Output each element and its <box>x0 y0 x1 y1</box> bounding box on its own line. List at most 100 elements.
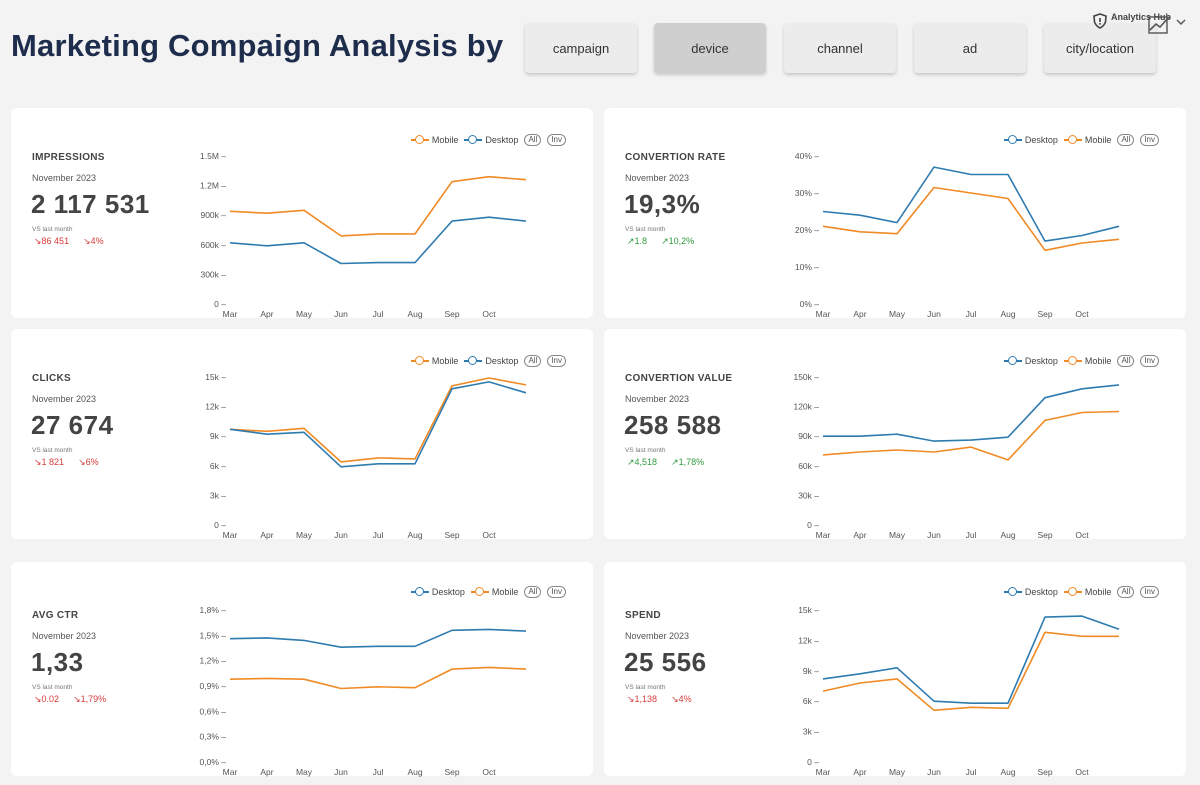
x-tick-label: Jul <box>373 767 384 777</box>
tab-ad[interactable]: ad <box>914 23 1026 73</box>
x-tick-label: Sep <box>1037 767 1052 777</box>
kpi-period: November 2023 <box>625 631 690 641</box>
y-tick-label: 0 – <box>214 299 226 309</box>
legend-item-mobile[interactable]: Mobile <box>1063 135 1111 145</box>
legend-item-mobile[interactable]: Mobile <box>410 356 458 366</box>
legend-item-mobile[interactable]: Mobile <box>1063 356 1112 366</box>
kpi-card-convertion-rate: CONVERTION RATE November 2023 19,3% VS last… <box>604 108 1186 319</box>
legend-marker-icon <box>470 587 489 597</box>
kpi-value: 27 674 <box>31 410 114 440</box>
series-line-desktop <box>822 615 1120 704</box>
y-tick-label: 6k – <box>803 696 819 706</box>
delta-down: ↘1,79% <box>73 694 107 704</box>
x-tick-label: Sep <box>444 309 459 319</box>
x-tick-label: Sep <box>1037 530 1052 540</box>
chevron-down-icon[interactable] <box>1176 18 1186 26</box>
legend-marker-icon <box>1003 356 1022 366</box>
legend-toggle-inv[interactable]: Inv <box>1140 355 1159 367</box>
kpi-period: November 2023 <box>32 173 97 183</box>
legend-label: Mobile <box>1084 356 1112 366</box>
legend-item-desktop[interactable]: Desktop <box>410 587 465 597</box>
kpi-card-clicks: CLICKS November 2023 27 674 VS last month ↘1… <box>11 329 593 540</box>
legend-toggle-all[interactable]: All <box>1117 355 1135 367</box>
y-tick-label: 15k – <box>798 605 819 615</box>
x-tick-label: Jul <box>966 767 977 777</box>
kpi-value: 1,33 <box>31 647 84 677</box>
series-line-mobile <box>229 175 527 237</box>
kpi-period: November 2023 <box>32 394 97 404</box>
y-tick-label: 12k – <box>798 635 819 645</box>
legend-item-desktop[interactable]: Desktop <box>1003 356 1058 366</box>
legend-marker-icon <box>464 135 483 145</box>
chart-legend: Desktop Mobile All Inv <box>1003 586 1159 598</box>
legend-label: Desktop <box>1024 356 1058 366</box>
tab-city-location[interactable]: city/location <box>1044 23 1156 73</box>
x-tick-label: Jun <box>334 767 348 777</box>
legend-label: Mobile <box>1084 587 1112 597</box>
kpi-deltas: ↘0.02 ↘1,79% <box>34 694 106 705</box>
line-chart-convertion-rate: 0% – 10% – 20% – 30% – 40% – Mar Apr May Jun Jul A… <box>795 151 1120 319</box>
legend-toggle-all[interactable]: All <box>524 355 542 367</box>
y-tick-label: 15k – <box>205 372 226 382</box>
x-tick-label: Oct <box>482 767 496 777</box>
x-tick-label: May <box>889 767 906 777</box>
legend-item-desktop[interactable]: Desktop <box>1003 587 1058 597</box>
kpi-title: CONVERTION RATE <box>625 152 726 163</box>
legend-marker-icon <box>1063 587 1082 597</box>
legend-marker-icon <box>410 587 429 597</box>
legend-toggle-inv[interactable]: Inv <box>547 355 566 367</box>
legend-toggle-all[interactable]: All <box>524 586 542 598</box>
legend-toggle-all[interactable]: All <box>524 134 542 146</box>
kpi-card-spend: SPEND November 2023 25 556 VS last month ↘1,… <box>604 562 1186 777</box>
kpi-deltas: ↗1.8 ↗10,2% <box>627 236 694 247</box>
legend-toggle-inv[interactable]: Inv <box>547 134 566 146</box>
kpi-period: November 2023 <box>625 173 690 183</box>
tab-device[interactable]: device <box>654 23 766 73</box>
kpi-vs-label: VS last month <box>32 226 73 233</box>
x-tick-label: Jul <box>373 309 384 319</box>
x-tick-label: Jun <box>927 309 941 319</box>
delta-down: ↘86 451 <box>34 236 70 246</box>
legend-item-mobile[interactable]: Mobile <box>470 587 518 597</box>
legend-item-mobile[interactable]: Mobile <box>1063 587 1112 597</box>
legend-marker-icon <box>1063 356 1082 366</box>
legend-label: Desktop <box>1024 135 1058 145</box>
legend-toggle-all[interactable]: All <box>1117 134 1135 146</box>
chart-legend: Desktop Mobile All Inv <box>1003 134 1159 146</box>
kpi-value: 258 588 <box>624 410 722 440</box>
delta-up: ↗1,78% <box>671 457 705 467</box>
kpi-deltas: ↗4,518 ↗1,78% <box>627 457 704 468</box>
y-tick-label: 40% – <box>795 151 819 161</box>
delta-down: ↘1 821 <box>34 457 65 467</box>
y-tick-label: 60k – <box>798 461 819 471</box>
legend-toggle-inv[interactable]: Inv <box>1140 586 1159 598</box>
y-tick-label: 300k – <box>200 269 226 279</box>
tab-campaign[interactable]: campaign <box>525 23 637 73</box>
legend-item-desktop[interactable]: Desktop <box>1003 135 1058 145</box>
y-tick-label: 30% – <box>795 188 819 198</box>
y-tick-label: 0 – <box>807 520 819 530</box>
legend-toggle-inv[interactable]: Inv <box>1140 134 1159 146</box>
kpi-deltas: ↘1,138 ↘4% <box>627 694 692 705</box>
kpi-value: 19,3% <box>624 189 701 219</box>
y-tick-label: 20% – <box>795 225 819 235</box>
legend-toggle-all[interactable]: All <box>1117 586 1135 598</box>
x-tick-label: May <box>296 767 313 777</box>
kpi-title: CLICKS <box>32 373 72 384</box>
legend-toggle-inv[interactable]: Inv <box>547 586 566 598</box>
legend-item-desktop[interactable]: Desktop <box>464 135 518 145</box>
legend-item-desktop[interactable]: Desktop <box>464 356 518 366</box>
series-line-mobile <box>822 410 1120 461</box>
kpi-vs-label: VS last month <box>625 684 666 691</box>
legend-marker-icon <box>410 135 429 145</box>
kpi-title: IMPRESSIONS <box>32 152 105 163</box>
y-tick-label: 12k – <box>205 402 226 412</box>
legend-item-mobile[interactable]: Mobile <box>410 135 458 145</box>
shield-logo-icon <box>1093 13 1107 29</box>
y-tick-label: 0 – <box>214 520 226 530</box>
x-tick-label: Aug <box>407 309 422 319</box>
series-line-mobile <box>822 186 1120 252</box>
x-tick-label: Apr <box>853 530 866 540</box>
kpi-value: 25 556 <box>624 647 707 677</box>
tab-channel[interactable]: channel <box>784 23 896 73</box>
